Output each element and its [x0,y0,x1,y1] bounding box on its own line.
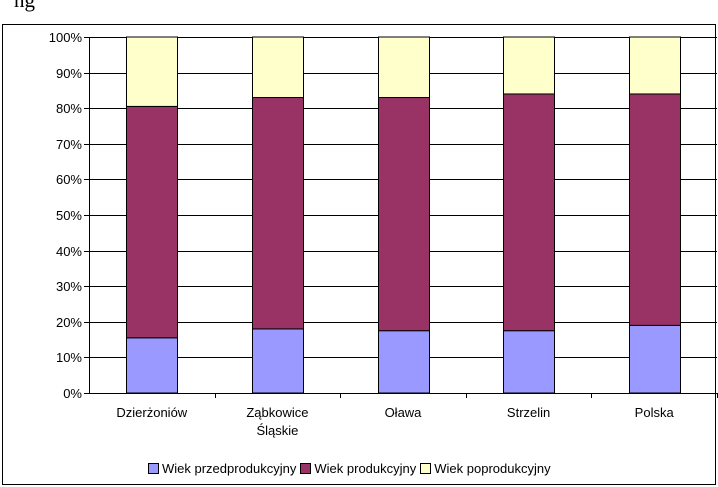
bar-segment [252,36,304,99]
header-fragment: ng [14,0,35,12]
bar-segment [503,36,555,95]
y-tick-label: 100% [49,30,83,45]
y-tick-label: 60% [56,172,82,187]
y-tick-label: 10% [56,350,82,365]
cropped-header-text: ng [14,0,444,12]
bar-segment [503,93,555,332]
y-tick-label: 40% [56,244,82,259]
legend-label-pre: Wiek przedprodukcyjny [162,460,297,476]
legend-label-prod: Wiek produkcyjny [314,460,417,476]
x-tick-label: Ząbkowice Śląskie [246,405,308,438]
bar-segment [629,324,681,394]
bar-segment [126,337,178,394]
bar-segment [252,328,304,394]
axes [84,37,718,398]
bar-segment [378,330,430,394]
x-tick-labels: Dzierżoniów Ząbkowice Śląskie Oława Strzelin… [116,405,674,438]
legend-item-prod: Wiek produkcyjny [300,461,416,476]
bar-segment [252,97,304,330]
x-tick-label: Oława [385,405,423,420]
bar-segment [503,330,555,394]
bar-segment [126,36,178,107]
y-tick-label: 70% [56,137,82,152]
y-tick-label: 90% [56,66,82,81]
bars [126,36,681,394]
y-tick-label: 50% [56,208,82,223]
bar-segment [126,105,178,339]
bar-segment [629,36,681,95]
legend-label-post: Wiek poprodukcyjny [434,460,551,476]
legend: Wiek przedprodukcyjny Wiek produkcyjny W… [148,458,551,478]
bar-segment [378,97,430,332]
legend-item-pre: Wiek przedprodukcyjny [148,461,296,476]
y-tick-label: 20% [56,315,82,330]
legend-item-post: Wiek poprodukcyjny [420,460,551,476]
bar-segment [629,93,681,326]
chart-border [2,24,716,485]
legend-swatch-post [420,462,432,474]
legend-swatch-pre [148,462,159,474]
bar-segment [378,36,430,99]
y-tick-label: 80% [56,101,82,116]
x-tick-label: Dzierżoniów [116,405,187,420]
x-tick-label: Polska [635,405,675,420]
x-tick-label: Strzelin [507,405,550,420]
legend-swatch-prod [300,462,312,474]
y-tick-labels: 0% 10% 20% 30% 40% 50% 60% 70% 80% 90% 100% [49,30,83,401]
y-tick-label: 0% [63,386,82,401]
y-tick-label: 30% [56,279,82,294]
